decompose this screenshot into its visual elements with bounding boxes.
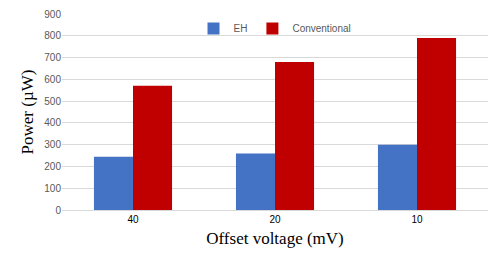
svg-text:400: 400 [44, 117, 61, 128]
svg-text:300: 300 [44, 139, 61, 150]
svg-text:20: 20 [269, 214, 281, 225]
svg-text:Offset voltage (mV): Offset voltage (mV) [206, 229, 344, 248]
svg-text:900: 900 [44, 9, 61, 20]
svg-text:Power (µW): Power (µW) [18, 70, 37, 155]
svg-text:500: 500 [44, 96, 61, 107]
svg-text:200: 200 [44, 161, 61, 172]
svg-text:40: 40 [127, 214, 139, 225]
svg-text:Conventional: Conventional [292, 23, 350, 34]
svg-text:800: 800 [44, 30, 61, 41]
svg-text:0: 0 [55, 205, 61, 216]
svg-text:EH: EH [234, 23, 248, 34]
svg-text:100: 100 [44, 183, 61, 194]
svg-text:700: 700 [44, 52, 61, 63]
svg-text:600: 600 [44, 74, 61, 85]
svg-text:10: 10 [411, 214, 423, 225]
